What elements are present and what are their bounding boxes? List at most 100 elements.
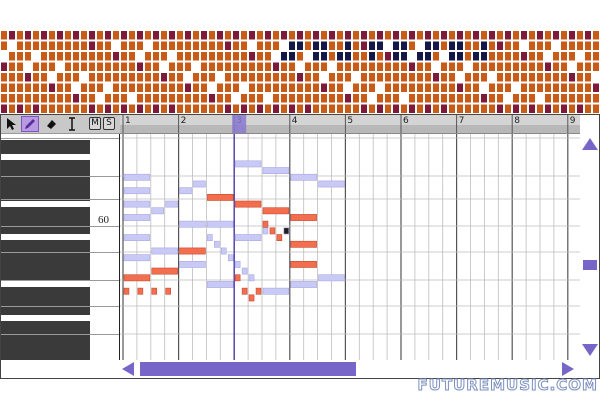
midi-note[interactable] xyxy=(248,274,255,282)
timeline-ruler[interactable]: 123456789 xyxy=(120,114,580,134)
midi-note[interactable] xyxy=(123,187,151,195)
midi-note[interactable] xyxy=(269,227,276,235)
overview-cell xyxy=(545,41,551,50)
midi-note[interactable] xyxy=(262,227,269,235)
midi-note[interactable] xyxy=(123,200,151,208)
pointer-tool-button[interactable] xyxy=(2,116,20,132)
midi-note[interactable] xyxy=(123,287,130,295)
midi-note[interactable] xyxy=(290,214,317,221)
midi-note[interactable] xyxy=(241,287,248,295)
eraser-tool-button[interactable] xyxy=(42,116,60,132)
black-key[interactable] xyxy=(0,320,90,335)
black-key[interactable] xyxy=(0,287,90,302)
midi-note[interactable] xyxy=(234,274,241,282)
midi-note[interactable] xyxy=(123,274,151,282)
midi-note[interactable] xyxy=(234,234,262,241)
midi-note[interactable] xyxy=(207,220,234,228)
white-key-divider xyxy=(0,280,119,281)
midi-note[interactable] xyxy=(290,173,317,181)
black-key[interactable] xyxy=(0,159,90,175)
overview-cell xyxy=(1,62,7,71)
selected-note[interactable] xyxy=(283,227,290,235)
black-key[interactable] xyxy=(0,267,90,282)
midi-note[interactable] xyxy=(151,287,158,295)
note-grid[interactable] xyxy=(120,134,580,360)
midi-note[interactable] xyxy=(179,247,206,255)
black-key[interactable] xyxy=(0,334,90,349)
overview-cell xyxy=(121,52,127,61)
midi-note[interactable] xyxy=(214,240,220,248)
midi-note[interactable] xyxy=(318,180,345,188)
black-key[interactable] xyxy=(0,347,90,360)
midi-note[interactable] xyxy=(165,287,171,295)
arrangement-overview[interactable] xyxy=(0,30,600,114)
black-key[interactable] xyxy=(0,206,90,222)
midi-note[interactable] xyxy=(207,193,234,201)
midi-note[interactable] xyxy=(248,294,255,302)
midi-note[interactable] xyxy=(123,173,151,181)
midi-note[interactable] xyxy=(221,247,227,255)
midi-note[interactable] xyxy=(207,281,234,288)
midi-note[interactable] xyxy=(227,254,234,262)
overview-cell xyxy=(161,104,167,113)
midi-note[interactable] xyxy=(137,287,144,295)
midi-note[interactable] xyxy=(262,287,290,295)
midi-note[interactable] xyxy=(255,287,262,295)
midi-note[interactable] xyxy=(234,160,262,168)
black-key[interactable] xyxy=(0,300,90,315)
black-key[interactable] xyxy=(0,139,90,155)
overview-cell xyxy=(113,41,119,50)
solo-button[interactable]: S xyxy=(103,117,115,130)
vertical-scrollbar[interactable] xyxy=(580,134,600,360)
midi-note[interactable] xyxy=(234,261,241,268)
midi-note[interactable] xyxy=(290,281,317,288)
overview-cell xyxy=(361,104,367,113)
overview-cell xyxy=(481,62,487,71)
horizontal-scrollbar[interactable] xyxy=(120,360,580,378)
overview-cell xyxy=(457,62,463,71)
midi-note[interactable] xyxy=(318,274,345,282)
scroll-down-arrow-icon[interactable] xyxy=(582,344,598,356)
playhead-marker[interactable] xyxy=(232,114,247,134)
midi-note[interactable] xyxy=(290,240,317,248)
overview-cell xyxy=(577,52,583,61)
midi-note[interactable] xyxy=(165,200,178,208)
text-cursor-tool-button[interactable] xyxy=(63,116,81,132)
overview-pattern-strip[interactable] xyxy=(0,30,600,114)
mute-button[interactable]: M xyxy=(89,117,101,130)
pencil-tool-button[interactable] xyxy=(21,116,39,132)
midi-note[interactable] xyxy=(123,234,151,241)
black-key[interactable] xyxy=(0,186,90,201)
black-key[interactable] xyxy=(0,220,90,235)
black-key[interactable] xyxy=(0,240,90,255)
midi-note[interactable] xyxy=(290,261,317,268)
midi-note[interactable] xyxy=(151,267,178,275)
midi-note[interactable] xyxy=(207,234,213,241)
midi-note[interactable] xyxy=(151,207,164,215)
piano-keyboard[interactable]: 60 xyxy=(0,134,120,360)
midi-note[interactable] xyxy=(151,247,178,255)
vertical-scroll-thumb[interactable] xyxy=(583,260,597,270)
black-key[interactable] xyxy=(0,253,90,268)
scroll-left-arrow-icon[interactable] xyxy=(122,362,134,376)
midi-note[interactable] xyxy=(179,220,206,228)
piano-roll-grid[interactable] xyxy=(120,134,580,360)
midi-note[interactable] xyxy=(241,267,248,275)
overview-cell xyxy=(105,83,111,92)
midi-note[interactable] xyxy=(179,261,206,268)
midi-note[interactable] xyxy=(234,200,262,208)
midi-note[interactable] xyxy=(262,207,290,215)
midi-note[interactable] xyxy=(179,187,192,195)
scroll-right-arrow-icon[interactable] xyxy=(562,362,574,376)
midi-note[interactable] xyxy=(276,234,283,241)
midi-note[interactable] xyxy=(123,214,151,221)
midi-note[interactable] xyxy=(262,220,269,228)
midi-note[interactable] xyxy=(193,180,206,188)
midi-note[interactable] xyxy=(123,254,151,262)
horizontal-scroll-thumb[interactable] xyxy=(140,362,356,376)
overview-cell xyxy=(417,62,423,71)
midi-note[interactable] xyxy=(262,167,290,174)
overview-cell xyxy=(105,94,111,103)
overview-cell xyxy=(545,104,551,113)
scroll-up-arrow-icon[interactable] xyxy=(582,138,598,150)
